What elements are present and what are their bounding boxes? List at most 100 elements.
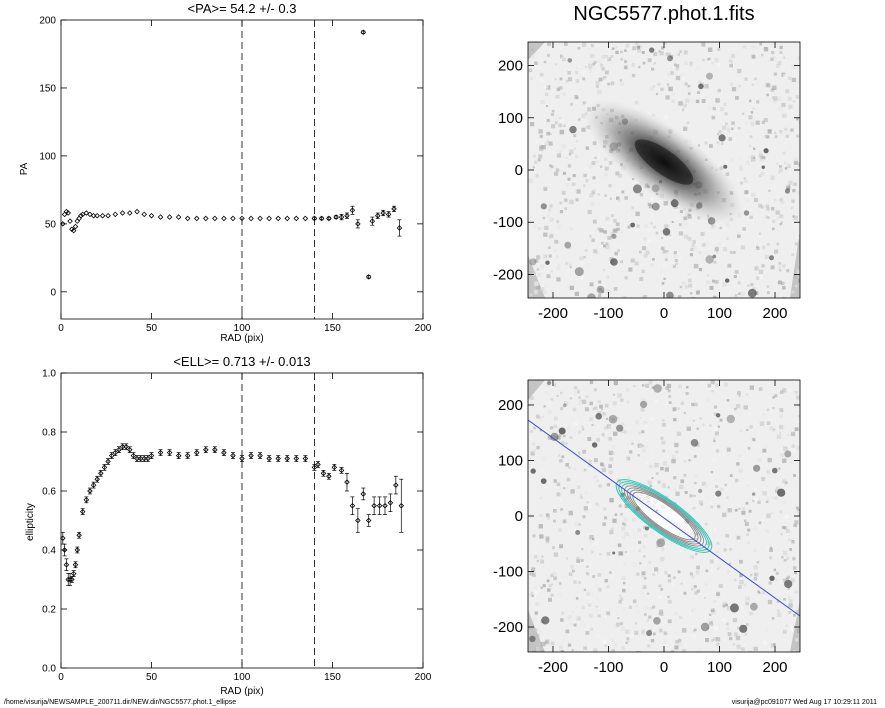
noise-pixel: [707, 631, 712, 636]
noise-pixel: [758, 387, 763, 391]
x-tick-label: 100: [707, 305, 732, 322]
noise-pixel: [737, 126, 741, 130]
data-point: [293, 215, 300, 222]
noise-pixel: [622, 547, 625, 550]
noise-pixel: [638, 50, 641, 52]
noise-pixel: [782, 151, 786, 155]
noise-pixel: [784, 481, 788, 485]
noise-pixel: [759, 532, 763, 536]
data-point: [248, 215, 254, 222]
noise-pixel: [635, 420, 640, 425]
noise-pixel: [541, 555, 544, 558]
noise-pixel: [760, 205, 765, 210]
noise-pixel: [673, 476, 677, 480]
contour-noise-pixels: [528, 380, 800, 652]
noise-pixel: [586, 501, 589, 504]
noise-pixel: [637, 45, 640, 49]
data-point: [355, 517, 361, 524]
noise-pixel: [664, 42, 667, 45]
noise-pixel: [640, 591, 644, 596]
noise-pixel: [772, 227, 775, 231]
noise-pixel: [772, 85, 777, 90]
noise-pixel: [550, 573, 554, 578]
noise-pixel: [531, 449, 536, 454]
noise-pixel: [690, 248, 694, 252]
noise-pixel: [681, 648, 687, 652]
noise-pixel: [532, 534, 536, 538]
x-tick-label: 200: [763, 305, 788, 322]
noise-pixel: [700, 503, 704, 506]
noise-pixel: [606, 56, 610, 60]
noise-pixel: [649, 416, 654, 421]
noise-pixel: [788, 611, 792, 614]
noise-pixel: [794, 427, 799, 432]
noise-pixel: [535, 590, 539, 594]
noise-pixel: [546, 274, 551, 279]
noise-pixel: [619, 641, 623, 644]
noise-pixel: [740, 100, 743, 104]
noise-pixel: [620, 50, 623, 54]
noise-pixel: [652, 85, 656, 88]
noise-pixel: [749, 154, 754, 159]
noise-pixel: [647, 592, 650, 595]
star-source: [610, 258, 618, 266]
noise-pixel: [737, 454, 741, 458]
noise-pixel: [792, 215, 795, 218]
noise-pixel: [686, 121, 690, 125]
noise-pixel: [559, 210, 564, 214]
star-source: [747, 288, 757, 298]
star-source: [612, 551, 616, 555]
star-source: [706, 72, 713, 80]
noise-pixel: [584, 248, 588, 253]
noise-pixel: [770, 175, 775, 180]
noise-pixel: [567, 262, 570, 265]
noise-pixel: [544, 85, 548, 89]
noise-pixel: [710, 623, 714, 626]
noise-pixel: [710, 380, 715, 385]
noise-pixel: [546, 140, 549, 143]
noise-pixel: [787, 396, 791, 400]
noise-pixel: [798, 278, 800, 283]
noise-pixel: [556, 482, 561, 487]
noise-pixel: [699, 380, 704, 384]
noise-pixel: [707, 47, 713, 52]
ellipticity-y-axis-label: ellipticity: [25, 503, 36, 541]
data-point: [284, 455, 291, 462]
noise-pixel: [555, 94, 560, 99]
noise-pixel: [637, 611, 640, 614]
noise-pixel: [717, 47, 721, 51]
noise-pixel: [608, 425, 611, 429]
noise-pixel: [792, 557, 796, 561]
noise-pixel: [563, 434, 566, 438]
pa-plot-title: <PA>= 54.2 +/- 0.3: [188, 1, 297, 16]
data-point: [70, 227, 77, 234]
noise-pixel: [685, 284, 689, 289]
noise-pixel: [793, 481, 797, 485]
noise-pixel: [589, 282, 594, 287]
noise-pixel: [757, 500, 761, 504]
noise-pixel: [728, 59, 732, 63]
noise-pixel: [727, 508, 732, 513]
star-source: [574, 267, 584, 277]
noise-pixel: [569, 149, 574, 154]
noise-pixel: [639, 193, 644, 197]
noise-pixel: [784, 127, 788, 131]
noise-pixel: [593, 464, 598, 469]
star-source: [651, 202, 660, 211]
noise-pixel: [641, 631, 645, 635]
star-source: [753, 464, 761, 472]
noise-pixel: [717, 504, 721, 509]
noise-pixel: [556, 224, 562, 229]
noise-pixel: [759, 489, 763, 492]
noise-pixel: [542, 140, 547, 145]
noise-pixel: [647, 644, 651, 648]
noise-pixel: [655, 472, 659, 475]
noise-pixel: [604, 426, 608, 430]
noise-pixel: [597, 59, 602, 63]
data-point: [90, 212, 97, 219]
noise-pixel: [680, 401, 685, 406]
noise-pixel: [558, 123, 563, 128]
noise-pixel: [565, 261, 568, 265]
noise-pixel: [692, 607, 697, 612]
noise-pixel: [776, 194, 781, 199]
